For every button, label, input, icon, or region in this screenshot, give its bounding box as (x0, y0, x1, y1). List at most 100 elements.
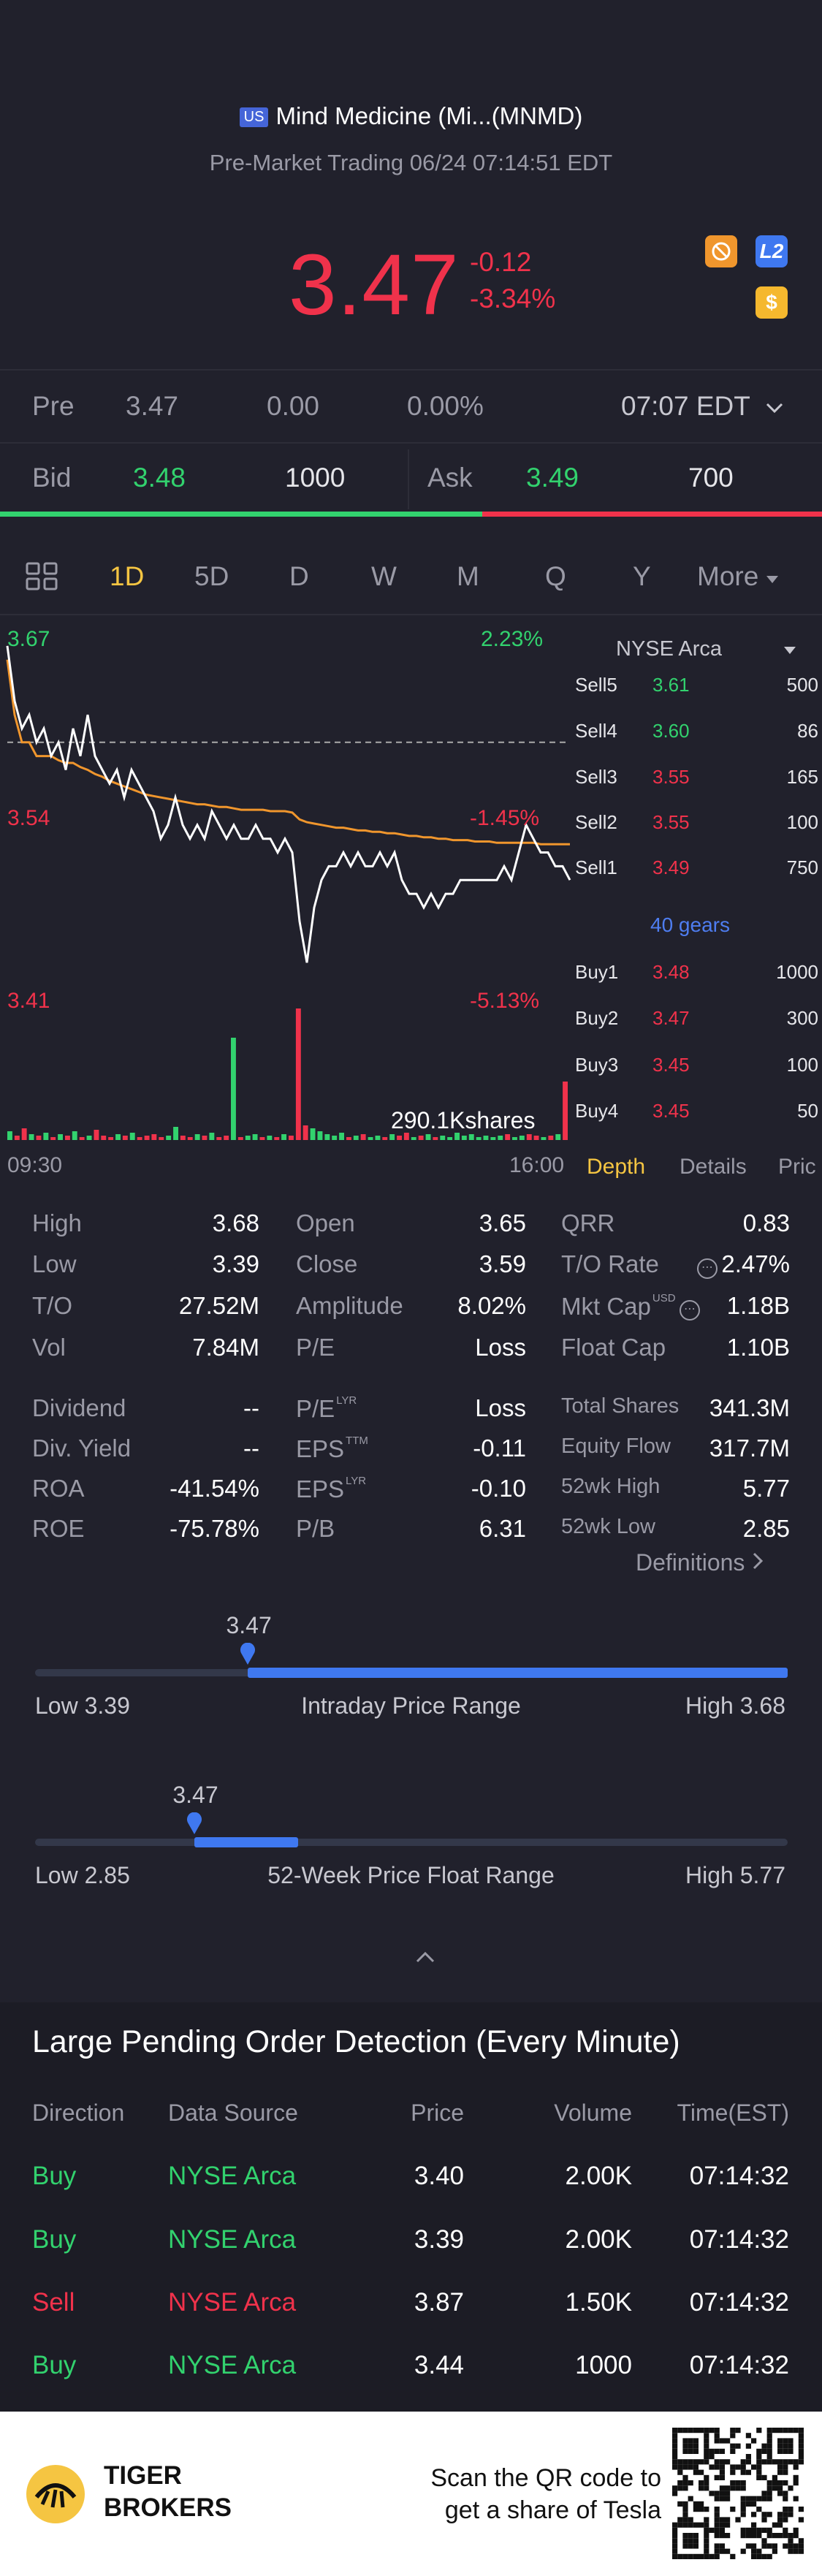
volume-bar (86, 1136, 92, 1140)
definitions-link[interactable]: Definitions (636, 1549, 765, 1576)
collapse-chevron-icon[interactable] (414, 1950, 436, 1964)
volume-bar (65, 1136, 70, 1140)
volume-bar (58, 1134, 63, 1140)
volume-bar (159, 1137, 164, 1140)
tab-d[interactable]: D (289, 561, 309, 591)
volume-bar (115, 1134, 121, 1140)
range-fill (194, 1837, 299, 1847)
pct-label-top: 2.23% (481, 627, 544, 651)
pre-change: 0.00 (267, 391, 320, 421)
brand-line1: TIGER (104, 2461, 182, 2490)
qr-code-icon[interactable] (672, 2428, 804, 2559)
volume-bar (166, 1136, 172, 1140)
volume-bar (397, 1136, 402, 1140)
us-flag-icon: US (239, 107, 269, 127)
volume-bars (7, 1008, 568, 1140)
stat-label-text: T/O Rate (561, 1250, 659, 1277)
tab-q[interactable]: Q (545, 561, 566, 591)
stat-label-sup: USD (652, 1292, 676, 1304)
tab-more[interactable]: More (697, 561, 780, 592)
stat-label-text: P/E (296, 1334, 335, 1361)
volume-bar (252, 1134, 258, 1140)
level2-icon[interactable]: L2 (756, 235, 788, 267)
stock-name: Mind Medicine (Mi...(MNMD) (275, 102, 583, 129)
no-short-icon[interactable] (705, 235, 737, 267)
range-low: Low 2.85 (35, 1862, 130, 1888)
exchange-selector[interactable]: NYSE Arca (616, 637, 722, 661)
tab-price[interactable]: Pric (778, 1155, 816, 1179)
order-direction: Sell (32, 2288, 75, 2317)
tab-details[interactable]: Details (680, 1155, 747, 1179)
dollar-icon[interactable]: $ (756, 286, 788, 319)
volume-bar (317, 1131, 323, 1140)
volume-bar (21, 1128, 27, 1140)
stat-label: P/B (296, 1515, 335, 1543)
info-icon[interactable]: ⋯ (680, 1300, 700, 1321)
triangle-down-icon[interactable] (782, 645, 798, 656)
volume-bar (519, 1136, 525, 1140)
bid-size: 1000 (285, 463, 346, 493)
stat-label-sup: LYR (346, 1475, 367, 1487)
order-source: NYSE Arca (168, 2351, 297, 2379)
order-volume: 1.50K (565, 2288, 632, 2317)
buy-level-price: 3.47 (652, 1007, 690, 1029)
buy-level-price: 3.45 (652, 1054, 690, 1076)
volume-bar (505, 1134, 511, 1140)
x-label-end: 16:00 (509, 1153, 565, 1177)
volume-bar (144, 1136, 150, 1140)
stat-value: 2.85 (742, 1515, 790, 1542)
volume-bar (389, 1134, 395, 1140)
table-header: Time(EST) (677, 2100, 789, 2126)
volume-label: 290.1Kshares (391, 1107, 536, 1133)
order-direction: Buy (32, 2162, 77, 2190)
large-orders-panel (0, 2002, 822, 2412)
stat-label: Equity Flow (561, 1435, 671, 1459)
tab-m[interactable]: M (457, 561, 479, 591)
table-header: Volume (554, 2100, 632, 2126)
ask-ratio-bar (482, 512, 822, 517)
stat-label: T/O (32, 1292, 72, 1320)
buy-level-price: 3.45 (652, 1100, 690, 1122)
order-price: 3.39 (414, 2225, 464, 2254)
stat-label: Close (296, 1250, 357, 1278)
volume-bar (274, 1137, 280, 1140)
tab-w[interactable]: W (371, 561, 397, 591)
sell-level-label: Sell3 (575, 766, 617, 788)
buy-level-label: Buy2 (575, 1007, 619, 1029)
pre-time-selector[interactable]: 07:07 EDT (621, 391, 785, 422)
stat-value: Loss (475, 1394, 526, 1421)
range-title: Intraday Price Range (301, 1692, 521, 1719)
volume-bar (281, 1134, 286, 1140)
tab-more-label: More (697, 561, 759, 591)
grid-menu-icon[interactable] (25, 561, 58, 596)
volume-bar (563, 1082, 568, 1140)
tab-y[interactable]: Y (633, 561, 651, 591)
large-orders-title: Large Pending Order Detection (Every Min… (32, 2024, 680, 2059)
stat-label: 52wk High (561, 1475, 660, 1499)
stock-title: US Mind Medicine (Mi...(MNMD) (0, 102, 822, 130)
pre-pct: 0.00% (407, 391, 484, 421)
tab-1d[interactable]: 1D (110, 561, 145, 591)
pre-price: 3.47 (126, 391, 179, 421)
chevron-right-icon (753, 1552, 764, 1570)
gears-label[interactable]: 40 gears (650, 913, 730, 936)
volume-bar (237, 1137, 243, 1140)
tab-5d[interactable]: 5D (194, 561, 229, 591)
stat-value: 1.18B (726, 1292, 790, 1319)
intraday-chart[interactable] (0, 618, 577, 1188)
buy-level-label: Buy3 (575, 1054, 619, 1076)
buy-level-price: 3.48 (652, 961, 690, 983)
volume-bar (129, 1133, 135, 1140)
tiger-logo-icon (26, 2465, 85, 2523)
order-time: 07:14:32 (689, 2288, 789, 2317)
stat-label-text: Vol (32, 1334, 66, 1361)
info-icon[interactable]: ⋯ (697, 1258, 718, 1279)
stat-label-sup: LYR (336, 1394, 357, 1407)
tab-depth[interactable]: Depth (587, 1155, 646, 1179)
stat-label: Dividend (32, 1394, 126, 1422)
range-track (35, 1839, 788, 1846)
bid-label: Bid (32, 463, 72, 493)
order-price: 3.44 (414, 2351, 464, 2379)
triangle-down-icon (766, 576, 779, 583)
volume-bar (79, 1137, 85, 1140)
